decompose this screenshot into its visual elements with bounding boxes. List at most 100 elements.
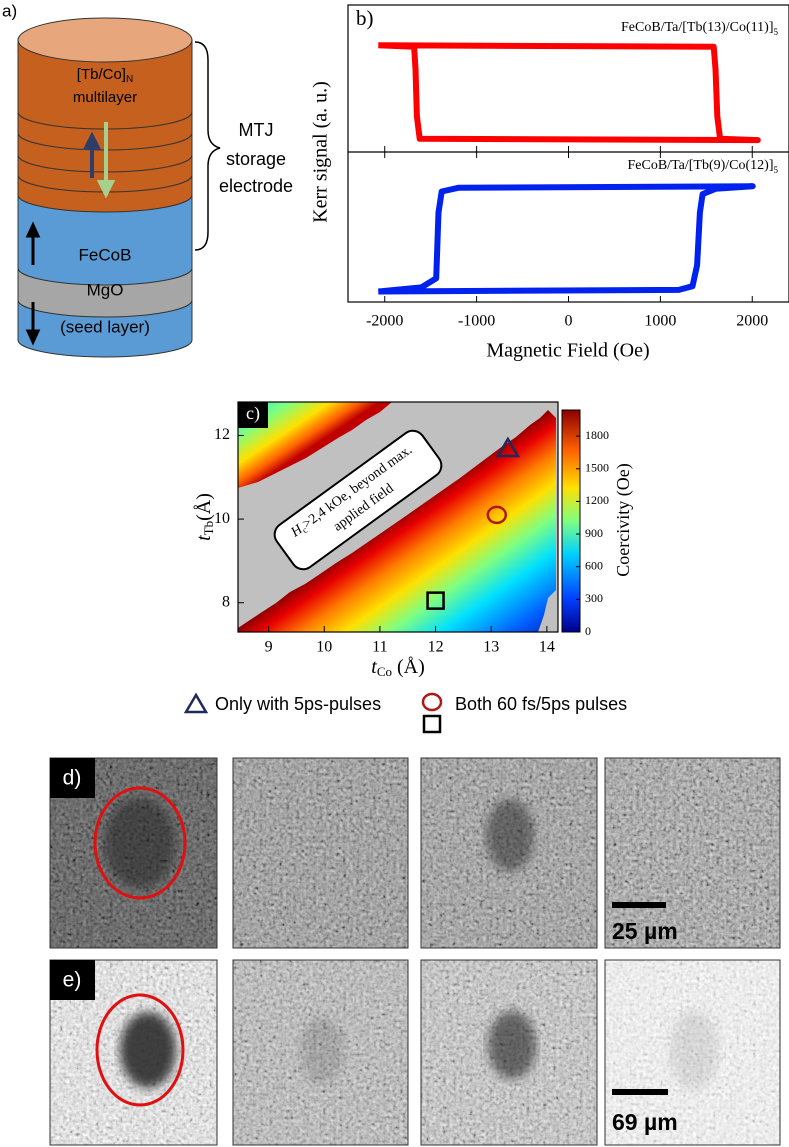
micrograph <box>232 959 409 1146</box>
micrograph-frame <box>232 959 409 1146</box>
subscript: c <box>300 525 309 535</box>
legend: Only with 5ps-pulses Both 60 fs/5ps puls… <box>183 692 627 734</box>
panel-label: e) <box>63 969 82 992</box>
brace-label: electrode <box>219 176 293 196</box>
brace <box>194 41 221 251</box>
plot-frame <box>237 401 559 633</box>
subplot-title: FeCoB/Ta/[Tb(9)/Co(12)]5 <box>628 158 779 175</box>
domain <box>488 1011 536 1079</box>
label-box <box>50 960 95 1000</box>
layer-label: MgO <box>87 280 124 299</box>
text: FeCoB/Ta/[Tb(9)/Co(12)] <box>628 158 774 173</box>
domain <box>120 1012 176 1088</box>
micrograph <box>604 757 781 949</box>
colorbar-tick-label: 600 <box>585 558 603 572</box>
marker-circle <box>486 505 508 525</box>
unit: (Å) <box>392 656 425 678</box>
micrograph-frame <box>420 757 598 949</box>
y-tick-label: 12 <box>214 426 230 443</box>
x-tick-label: 14 <box>539 639 555 656</box>
colorbar-tick-label: 0 <box>585 624 591 638</box>
layer-label: [Tb/Co]N <box>77 66 133 85</box>
micrograph-frame <box>49 959 218 1146</box>
colorbar <box>561 409 581 633</box>
colorbar-tick-label: 1500 <box>585 461 609 475</box>
x-axis-label: Magnetic Field (Oe) <box>486 340 649 362</box>
scale-label: 25 µm <box>612 918 678 944</box>
hysteresis-loop <box>378 42 761 144</box>
panel-label: d) <box>63 767 82 790</box>
layer-label: (seed layer) <box>60 317 150 336</box>
micrograph <box>420 959 598 1146</box>
hysteresis-loop <box>378 183 756 295</box>
arrow-up <box>25 221 41 265</box>
panel-label: b) <box>356 6 374 30</box>
marker-square <box>422 714 442 734</box>
micrograph-labels: d) 25 µm e) 69 µm <box>50 758 678 1135</box>
colorbar-label: Coercivity (Oe) <box>613 463 634 576</box>
y-tick-label: 8 <box>222 593 230 610</box>
panel-a <box>17 17 221 358</box>
micrograph-frame <box>604 959 781 1146</box>
panel-a-text: a) [Tb/Co]N multilayer FeCoB MgO (seed l… <box>2 1 293 336</box>
brace-label: storage <box>226 149 286 169</box>
subscript: 5 <box>774 165 779 175</box>
heatmap-region <box>238 410 556 632</box>
y-axis-label: Kerr signal (a. u.) <box>310 81 332 223</box>
micrograph-tone <box>233 758 408 948</box>
cylinder-top <box>17 17 193 63</box>
x-tick-label: -1000 <box>458 313 495 330</box>
highlight-circle <box>93 786 187 900</box>
x-tick-label: 10 <box>316 639 332 656</box>
brace-label: MTJ <box>239 120 274 140</box>
highlight-circle <box>95 993 185 1107</box>
text: FeCoB/Ta/[Tb(13)/Co(11)] <box>621 20 773 35</box>
micrograph-frame <box>604 757 781 949</box>
heatmap-region <box>238 402 392 488</box>
x-tick-label: 1000 <box>644 313 676 330</box>
micrograph-frame <box>49 757 218 949</box>
label-box <box>50 758 95 798</box>
marker-triangle <box>495 436 521 458</box>
micrograph <box>604 959 781 1146</box>
x-tick-label: 2000 <box>736 313 768 330</box>
layer-label: multilayer <box>73 89 137 106</box>
x-tick-label: 9 <box>265 639 273 656</box>
micrograph-noise <box>605 758 780 948</box>
x-tick-label: 11 <box>372 639 387 656</box>
panel-label: a) <box>2 1 17 20</box>
arrow-up <box>82 131 102 178</box>
x-tick-label: -2000 <box>366 313 403 330</box>
domain <box>300 1016 344 1084</box>
subscript: Co <box>377 664 392 679</box>
legend-label: Only with 5ps-pulses <box>215 694 381 714</box>
panel-label: c) <box>246 403 260 424</box>
unit: (Å) <box>193 493 215 521</box>
x-tick-label: 0 <box>565 313 573 330</box>
colorbar-tick-label: 300 <box>585 591 603 605</box>
subscript: Tb <box>201 521 216 535</box>
colorbar-tick-label: 1200 <box>585 493 609 507</box>
label-box <box>238 402 268 428</box>
x-tick-label: 12 <box>428 639 444 656</box>
scale-label: 69 µm <box>612 1109 678 1135</box>
micrograph-frame <box>420 959 598 1146</box>
domain <box>486 799 534 871</box>
legend-label: Both 60 fs/5ps pulses <box>455 694 627 714</box>
micrograph-frame <box>232 757 409 949</box>
micrograph-tone <box>605 758 780 948</box>
symbol: t <box>371 656 377 678</box>
arrow-down <box>25 302 41 346</box>
subplot-title: FeCoB/Ta/[Tb(13)/Co(11)]5 <box>621 20 778 37</box>
y-axis-label: tTb(Å) <box>193 493 216 541</box>
colorbar-tick-label: 1800 <box>585 428 609 442</box>
colorbar-tick-label: 900 <box>585 526 603 540</box>
text: [Tb/Co] <box>77 66 126 83</box>
panel-c: c) Hc>2,4 kOe, beyond max. applied field… <box>193 401 634 679</box>
y-tick-label: 10 <box>214 510 230 527</box>
x-tick-label: 13 <box>483 639 499 656</box>
fecob-layer <box>17 194 193 286</box>
panel-b: b) Magnetic Field (Oe) Kerr signal (a. u… <box>310 4 789 362</box>
micrograph <box>420 757 598 949</box>
